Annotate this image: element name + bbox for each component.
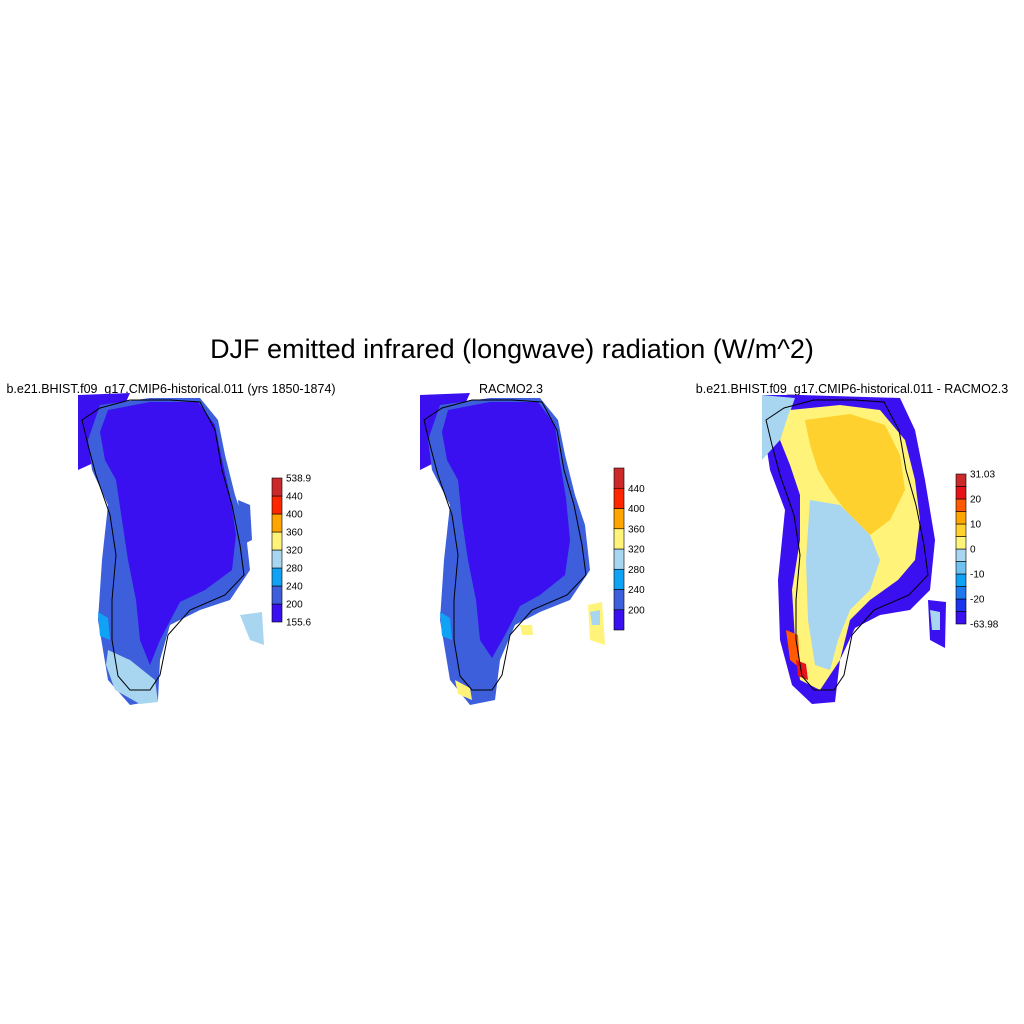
colorbar-tick-label: 20: [970, 495, 982, 506]
colorbar-tick-label: 155.6: [286, 618, 311, 629]
panel-title-racmo: RACMO2.3: [479, 382, 543, 396]
colorbar-tick-label: 200: [628, 605, 645, 616]
colorbar-tick-label: 400: [628, 504, 645, 515]
colorbar-segment: [955, 511, 967, 525]
colorbar-tick-label: 240: [286, 582, 303, 593]
colorbar-tick-label: 31.03: [970, 470, 995, 481]
colorbar-tick-label: 440: [628, 484, 645, 495]
colorbar-tick-label: 360: [628, 524, 645, 535]
colorbar-segment: [271, 477, 283, 497]
colorbar-segment: [955, 611, 967, 625]
colorbar-tick-label: 440: [286, 492, 303, 503]
colorbar-segment: [955, 523, 967, 537]
colorbar-tick-label: 240: [628, 585, 645, 596]
greenland-field-racmo: [420, 393, 605, 705]
colorbar-tick-label: 538.9: [286, 474, 311, 485]
greenland-field-difference: [762, 395, 946, 704]
colorbar-difference: -63.98 -20 -10 0 10 20 31.03: [955, 470, 999, 631]
colorbar-tick-label: 10: [970, 520, 982, 531]
colorbar-segment: [955, 548, 967, 562]
colorbar-model: 155.6 200 240 280 320 360 400 440 538.9: [271, 474, 311, 629]
colorbar-segment: [955, 598, 967, 612]
colorbar-tick-label: 400: [286, 510, 303, 521]
colorbar-tick-label: 200: [286, 600, 303, 611]
figure-title: DJF emitted infrared (longwave) radiatio…: [210, 334, 814, 364]
colorbar-segment: [955, 586, 967, 600]
colorbar-tick-label: 0: [970, 545, 976, 556]
colorbar-tick-label: 360: [286, 528, 303, 539]
coastline-model: [81, 399, 245, 691]
colorbar-segment: [955, 573, 967, 587]
colorbar-tick-label: -20: [970, 595, 985, 606]
colorbar-segment: [955, 536, 967, 550]
colorbar-segment: [955, 473, 967, 487]
colorbar-tick-label: -10: [970, 570, 985, 581]
colorbar-tick-label: 320: [628, 545, 645, 556]
panel-title-model: b.e21.BHIST.f09_g17.CMIP6-historical.011…: [6, 382, 336, 396]
colorbar-segment: [955, 498, 967, 512]
coastline-difference: [765, 399, 929, 691]
colorbar-tick-label: 320: [286, 546, 303, 557]
colorbar-tick-label: 280: [628, 565, 645, 576]
colorbar-segment: [955, 561, 967, 575]
coastline-racmo: [423, 399, 587, 691]
colorbar-tick-label: -63.98: [970, 620, 999, 631]
panel-title-difference: b.e21.BHIST.f09_g17.CMIP6-historical.011…: [695, 382, 1009, 396]
colorbar-segment: [613, 467, 625, 489]
colorbar-segment: [955, 486, 967, 500]
colorbar-tick-label: 280: [286, 564, 303, 575]
colorbar-racmo: 200 240 280 320 360 400 440: [613, 467, 645, 631]
